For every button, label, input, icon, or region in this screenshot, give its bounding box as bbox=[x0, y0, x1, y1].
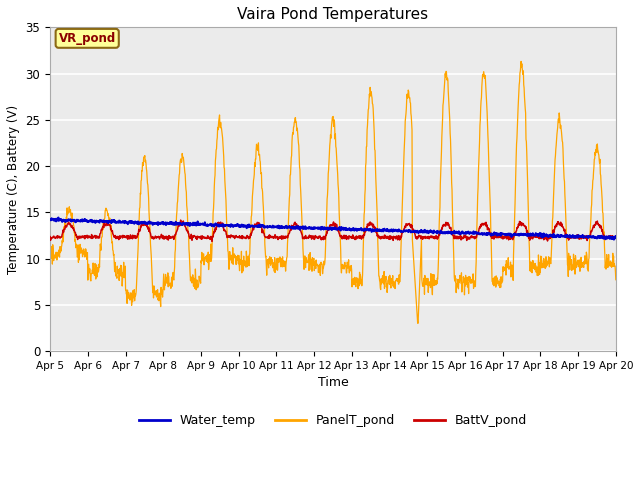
Title: Vaira Pond Temperatures: Vaira Pond Temperatures bbox=[237, 7, 429, 22]
X-axis label: Time: Time bbox=[317, 376, 348, 389]
Y-axis label: Temperature (C), Battery (V): Temperature (C), Battery (V) bbox=[7, 105, 20, 274]
Text: VR_pond: VR_pond bbox=[59, 32, 116, 45]
Legend: Water_temp, PanelT_pond, BattV_pond: Water_temp, PanelT_pond, BattV_pond bbox=[134, 409, 532, 432]
